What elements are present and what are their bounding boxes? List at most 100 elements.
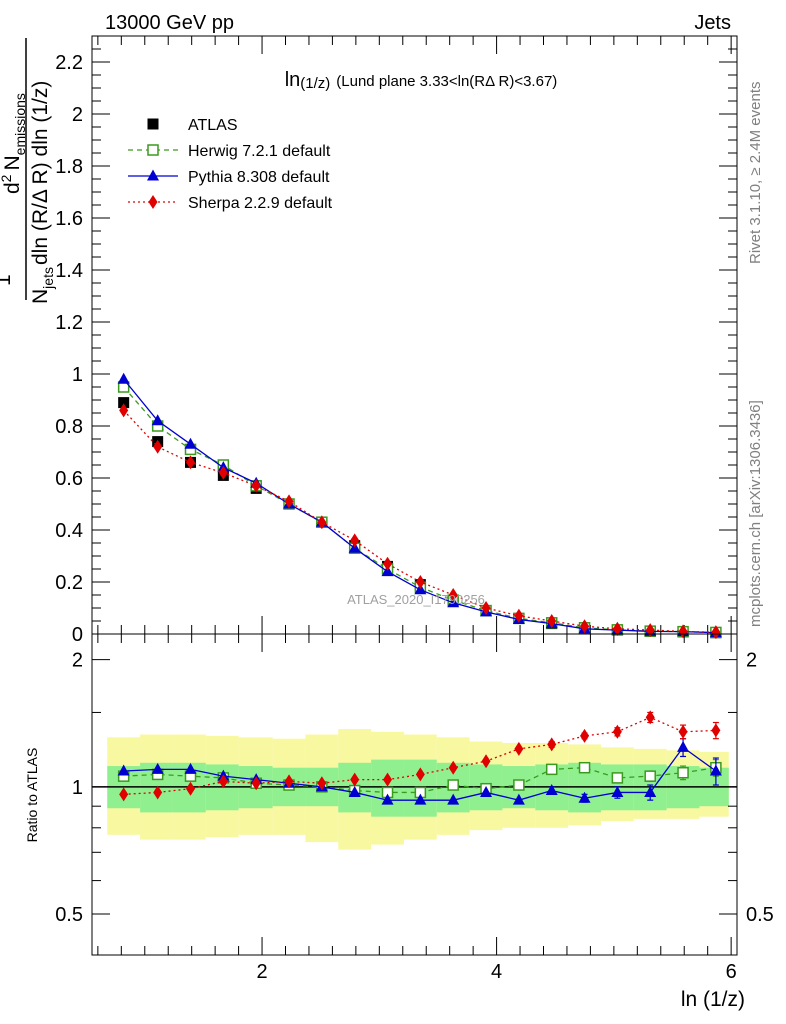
header-right: Jets (694, 12, 731, 34)
top-ytick-label: 0.6 (55, 468, 83, 490)
top-data-series (117, 372, 722, 640)
top-point-sherpa (317, 515, 327, 530)
title-sub: (1/z) (300, 75, 330, 92)
top-point-sherpa (612, 621, 622, 636)
ratio-point-herwig (578, 761, 591, 774)
ratio-point-pythia (414, 793, 427, 805)
ratio-point-herwig (545, 763, 558, 776)
ratio-point-pythia (677, 740, 690, 752)
ratio-point-herwig (513, 779, 525, 791)
top-point-sherpa (678, 624, 688, 639)
legend-entry-herwig: Herwig 7.2.1 default (128, 143, 331, 160)
ratio-point-pythia (578, 791, 591, 803)
ylabel-numerator: d2 Nemissions (0, 93, 28, 194)
top-ytick-label: 1.2 (55, 312, 83, 334)
bottom-xtick-label: 2 (256, 961, 267, 983)
legend-entry-atlas: ATLAS (147, 117, 238, 134)
ratio-point-sherpa (711, 723, 721, 738)
top-point-sherpa (119, 403, 129, 418)
legend-label: Pythia 8.308 default (188, 169, 330, 186)
top-ytick-label: 0.4 (55, 520, 83, 542)
ratio-point-pythia (512, 793, 525, 805)
legend-label: Sherpa 2.2.9 default (188, 195, 333, 212)
ratio-point-pythia (151, 762, 164, 774)
top-point-sherpa (711, 625, 721, 640)
ratio-point-sherpa (678, 724, 688, 739)
top-series-sherpa (119, 403, 721, 640)
top-point-sherpa (284, 494, 294, 509)
ratio-point-sherpa (383, 772, 393, 787)
top-point-sherpa (547, 614, 557, 628)
bottom-ytick-label-right: 0.5 (746, 904, 774, 926)
ratio-point-pythia (184, 762, 197, 774)
ratio-point-sherpa (186, 781, 196, 796)
title-rest: (Lund plane 3.33<ln(RΔ R)<3.67) (336, 73, 557, 90)
ratio-point-sherpa (415, 767, 425, 782)
ratio-point-pythia (611, 785, 624, 797)
ratio-point-sherpa (218, 774, 228, 789)
bottom-xtick-label: 4 (491, 961, 502, 983)
bottom-panel: 0.5 1 2 0.5 2 2 4 6 Ratio to ATLAS ln (1/z) (24, 633, 774, 1011)
legend-label: ATLAS (188, 117, 238, 134)
bottom-ytick-label: 2 (72, 650, 83, 672)
top-point-sherpa (153, 439, 163, 454)
ratio-point-sherpa (547, 737, 557, 752)
ylabel-den-rest: dln (R/Δ R) dln (1/z) (29, 81, 52, 265)
top-point-pythia (184, 437, 197, 449)
legend-entry-sherpa: Sherpa 2.2.9 default (128, 195, 333, 212)
top-ytick-label: 1.6 (55, 208, 83, 230)
ratio-point-sherpa (317, 776, 327, 791)
ratio-point-pythia (545, 784, 558, 796)
top-point-sherpa (448, 588, 458, 602)
ratio-point-herwig (447, 779, 459, 791)
ratio-point-herwig (677, 766, 689, 779)
bottom-ticks: 0.5 1 2 0.5 2 2 4 6 (55, 634, 774, 983)
bottom-frame (91, 633, 738, 956)
bottom-ylabel: Ratio to ATLAS (24, 748, 40, 843)
top-ytick-label: 0.2 (55, 572, 83, 594)
top-point-sherpa (514, 608, 524, 623)
bottom-xlabel: ln (1/z) (681, 988, 745, 1011)
header-left: 13000 GeV pp (105, 12, 234, 34)
ylabel-denominator: Njets dln (R/Δ R) dln (1/z) (29, 81, 56, 304)
ylabel-jets: jets (40, 267, 56, 290)
top-point-pythia (117, 372, 130, 384)
ratio-point-sherpa (284, 774, 294, 789)
top-ytick-label: 0 (72, 624, 83, 646)
ratio-point-pythia (117, 764, 130, 776)
legend: ATLAS Herwig 7.2.1 default Pythia 8.308 de… (128, 117, 333, 212)
legend-label: Herwig 7.2.1 default (188, 143, 331, 160)
ratio-point-sherpa (612, 724, 622, 739)
ratio-point-pythia (644, 785, 657, 797)
ratio-point-sherpa (448, 760, 458, 775)
top-ytick-label: 2 (72, 104, 83, 126)
top-ytick-label: 1 (72, 364, 83, 386)
title-main: ln (285, 69, 301, 91)
top-point-sherpa (218, 465, 228, 480)
ratio-point-sherpa (153, 785, 163, 800)
ylabel-n: N (29, 289, 52, 304)
top-ytick-label: 2.2 (55, 52, 83, 74)
bottom-data-series (117, 710, 722, 805)
ylabel-emissions: emissions (12, 93, 28, 155)
bottom-ytick-label: 0.5 (55, 904, 83, 926)
ratio-point-herwig (611, 772, 624, 784)
bottom-ytick-label-right: 2 (746, 650, 757, 672)
legend-marker (147, 169, 159, 181)
top-chart-title: ln(1/z) (Lund plane 3.33<ln(RΔ R)<3.67) (285, 69, 558, 92)
top-ytick-label: 0.8 (55, 416, 83, 438)
top-point-sherpa (186, 455, 196, 470)
top-panel: ln(1/z) (Lund plane 3.33<ln(RΔ R)<3.67) 1… (0, 35, 738, 646)
ratio-point-sherpa (580, 728, 590, 743)
top-ytick-label: 1.4 (55, 260, 83, 282)
ratio-point-pythia (447, 793, 460, 805)
ratio-point-pythia (709, 764, 722, 776)
legend-marker (147, 144, 159, 156)
bottom-xtick-label: 6 (726, 961, 737, 983)
legend-marker (148, 195, 158, 209)
top-point-sherpa (415, 575, 425, 589)
top-point-sherpa (481, 601, 491, 615)
rivet-label: Rivet 3.1.10, ≥ 2.4M events (747, 82, 764, 265)
legend-marker (147, 118, 159, 130)
